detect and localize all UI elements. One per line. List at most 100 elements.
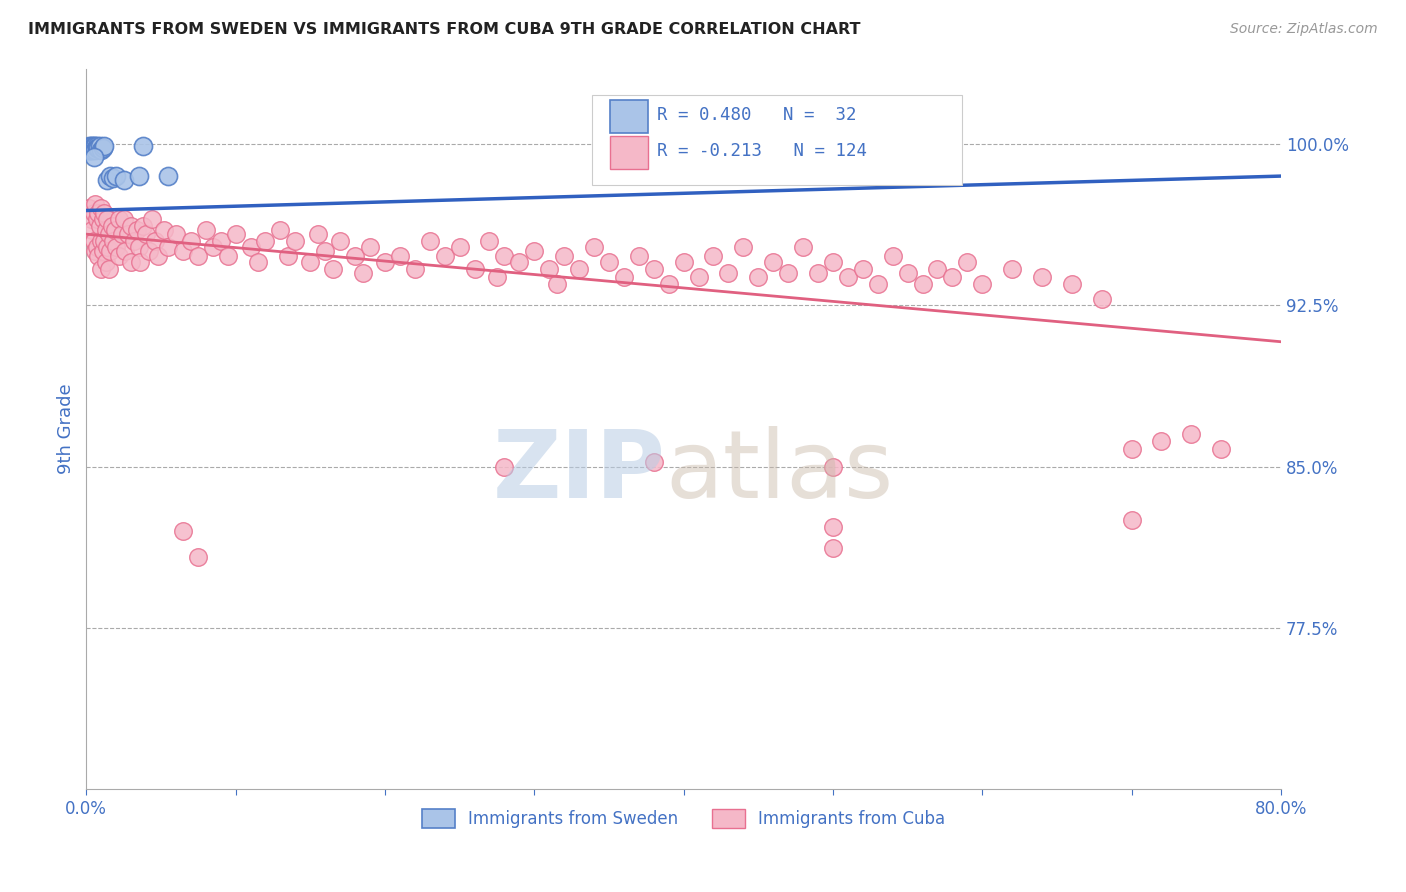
Point	[77, 139, 100, 153]
Point	[90, 261, 112, 276]
Point	[582, 240, 605, 254]
Point	[165, 227, 187, 242]
Point	[172, 524, 194, 538]
Point	[672, 255, 695, 269]
Point	[546, 277, 568, 291]
Point	[86, 141, 108, 155]
Point	[613, 270, 636, 285]
Point	[419, 234, 441, 248]
Point	[956, 255, 979, 269]
Point	[277, 249, 299, 263]
Point	[747, 270, 769, 285]
Point	[927, 261, 949, 276]
Point	[86, 139, 108, 153]
Point	[821, 255, 844, 269]
Point	[464, 261, 486, 276]
Point	[374, 255, 396, 269]
Point	[132, 219, 155, 233]
Point	[821, 459, 844, 474]
Point	[120, 219, 142, 233]
Point	[494, 459, 516, 474]
Point	[225, 227, 247, 242]
Point	[83, 234, 105, 248]
Point	[101, 234, 124, 248]
Point	[329, 234, 352, 248]
Point	[494, 249, 516, 263]
Point	[105, 169, 128, 183]
Point	[98, 169, 121, 183]
Point	[138, 244, 160, 259]
Point	[111, 227, 134, 242]
Point	[388, 249, 411, 263]
Point	[284, 234, 307, 248]
Point	[359, 240, 381, 254]
Point	[93, 234, 115, 248]
Point	[314, 244, 336, 259]
Point	[91, 244, 114, 259]
Point	[658, 277, 681, 291]
Point	[76, 143, 98, 157]
Point	[643, 139, 665, 153]
Point	[941, 270, 963, 285]
FancyBboxPatch shape	[592, 95, 962, 186]
Point	[702, 249, 724, 263]
Text: Source: ZipAtlas.com: Source: ZipAtlas.com	[1230, 22, 1378, 37]
Point	[322, 261, 344, 276]
Point	[84, 139, 107, 153]
Point	[114, 244, 136, 259]
Point	[84, 143, 107, 157]
Point	[83, 141, 105, 155]
Point	[1031, 270, 1053, 285]
Point	[94, 255, 117, 269]
Point	[83, 139, 105, 153]
Point	[112, 212, 135, 227]
Point	[821, 520, 844, 534]
Point	[83, 205, 105, 219]
Point	[90, 202, 112, 216]
Point	[90, 234, 112, 248]
Text: IMMIGRANTS FROM SWEDEN VS IMMIGRANTS FROM CUBA 9TH GRADE CORRELATION CHART: IMMIGRANTS FROM SWEDEN VS IMMIGRANTS FRO…	[28, 22, 860, 37]
Point	[117, 227, 139, 242]
Point	[269, 223, 291, 237]
Point	[91, 141, 114, 155]
Point	[84, 197, 107, 211]
Point	[897, 266, 920, 280]
Point	[82, 223, 104, 237]
Point	[128, 240, 150, 254]
Text: ZIP: ZIP	[494, 426, 665, 518]
Point	[82, 143, 104, 157]
Point	[882, 249, 904, 263]
Point	[449, 240, 471, 254]
Point	[89, 219, 111, 233]
Point	[86, 212, 108, 227]
Point	[485, 270, 508, 285]
Point	[132, 139, 155, 153]
Point	[82, 139, 104, 153]
Point	[627, 249, 650, 263]
Point	[202, 240, 225, 254]
Point	[1150, 434, 1173, 448]
Point	[778, 266, 800, 280]
Point	[762, 255, 785, 269]
Point	[866, 277, 889, 291]
Point	[86, 240, 108, 254]
Point	[1001, 261, 1024, 276]
Point	[77, 202, 100, 216]
Point	[96, 240, 118, 254]
Point	[523, 244, 546, 259]
Point	[98, 244, 121, 259]
Point	[508, 255, 530, 269]
Point	[80, 139, 103, 153]
Point	[101, 171, 124, 186]
Point	[643, 261, 665, 276]
Point	[90, 143, 112, 157]
Point	[217, 249, 239, 263]
Point	[146, 249, 169, 263]
Point	[97, 261, 120, 276]
Point	[180, 234, 202, 248]
Point	[404, 261, 426, 276]
Point	[108, 212, 131, 227]
Point	[93, 139, 115, 153]
Point	[254, 234, 277, 248]
Point	[77, 141, 100, 155]
